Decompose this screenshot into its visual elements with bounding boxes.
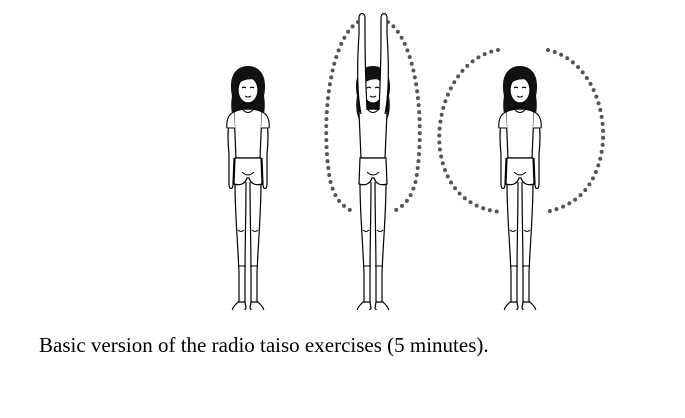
figure-standing	[226, 65, 270, 310]
motion-circle-right	[543, 48, 605, 214]
exercise-illustration	[226, 12, 605, 310]
motion-arc-right	[386, 20, 422, 212]
figure-caption: Basic version of the radio taiso exercis…	[39, 333, 489, 357]
figure-arms-raised	[355, 12, 391, 310]
figure-arms-circling	[498, 65, 542, 310]
motion-arc-left	[324, 20, 360, 212]
motion-circle-left	[437, 48, 502, 214]
